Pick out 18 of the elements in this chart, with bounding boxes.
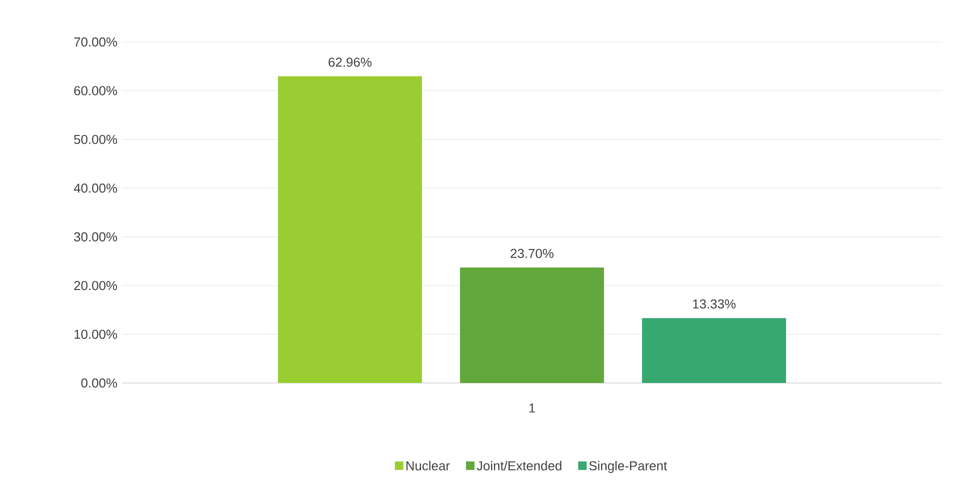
data-label: 23.70% (510, 248, 554, 258)
y-tick-label: 40.00% (74, 184, 118, 193)
x-tick-label: 1 (529, 404, 535, 412)
y-tick-label: 70.00% (74, 37, 118, 47)
bar (642, 318, 786, 383)
legend-label: Nuclear (406, 460, 450, 470)
legend-label: Single-Parent (589, 460, 668, 473)
data-label: 13.33% (693, 299, 736, 309)
y-tick-label: 0.00% (81, 378, 118, 388)
y-tick-label: 10.00% (74, 330, 118, 339)
legend-label: Joint/Extended (476, 460, 562, 470)
y-tick-label: 50.00% (74, 134, 118, 144)
bar (460, 268, 604, 383)
y-tick-label: 30.00% (74, 232, 118, 242)
bar (278, 76, 422, 383)
data-label: 62.96% (328, 58, 372, 67)
y-tick-label: 20.00% (74, 280, 118, 290)
y-tick-label: 60.00% (74, 86, 118, 96)
